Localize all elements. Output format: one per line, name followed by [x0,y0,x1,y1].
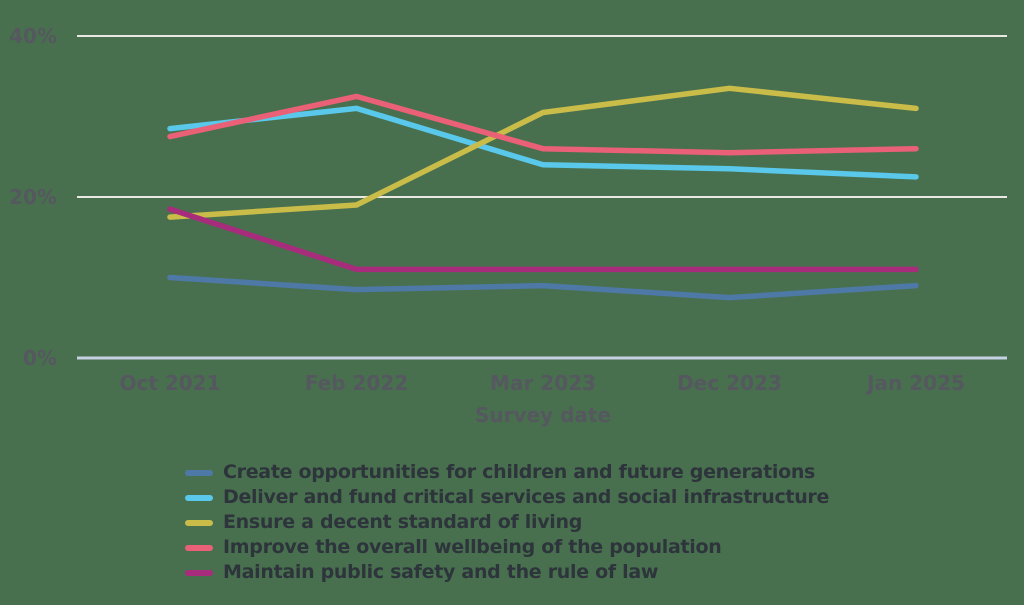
series-line-3 [167,93,919,156]
series-lines [167,85,919,301]
x-tick-label: Dec 2023 [677,371,782,395]
legend-swatch-icon [185,569,213,576]
legend-label: Improve the overall wellbeing of the pop… [223,536,722,558]
legend-label: Create opportunities for children and fu… [223,461,816,483]
x-tick-label: Feb 2022 [305,371,408,395]
series-line-2 [167,85,919,220]
y-tick-label: 0% [23,346,57,370]
legend-swatch-icon [185,469,213,476]
x-axis-title: Survey date [475,403,611,427]
x-tick-label: Oct 2021 [119,371,220,395]
legend-item-2[interactable]: Ensure a decent standard of living [185,510,829,535]
series-line-1 [167,105,919,180]
series-line-4 [167,206,919,273]
y-tick-label: 40% [9,24,57,48]
legend-item-0[interactable]: Create opportunities for children and fu… [185,460,829,485]
legend-swatch-icon [185,544,213,551]
x-tick-label: Mar 2023 [490,371,596,395]
series-line-0 [167,274,919,301]
x-tick-label: Jan 2025 [865,371,965,395]
legend: Create opportunities for children and fu… [185,460,829,585]
legend-item-1[interactable]: Deliver and fund critical services and s… [185,485,829,510]
legend-swatch-icon [185,519,213,526]
y-axis-tick-labels: 0% 20% 40% [9,24,57,370]
gridlines [77,35,1007,360]
x-axis-tick-labels: Oct 2021 Feb 2022 Mar 2023 Dec 2023 Jan 2025 [119,371,964,395]
legend-label: Deliver and fund critical services and s… [223,486,830,508]
legend-label: Ensure a decent standard of living [223,511,583,533]
y-tick-label: 20% [9,185,57,209]
legend-swatch-icon [185,494,213,501]
legend-item-3[interactable]: Improve the overall wellbeing of the pop… [185,535,829,560]
legend-item-4[interactable]: Maintain public safety and the rule of l… [185,560,829,585]
legend-label: Maintain public safety and the rule of l… [223,561,659,583]
